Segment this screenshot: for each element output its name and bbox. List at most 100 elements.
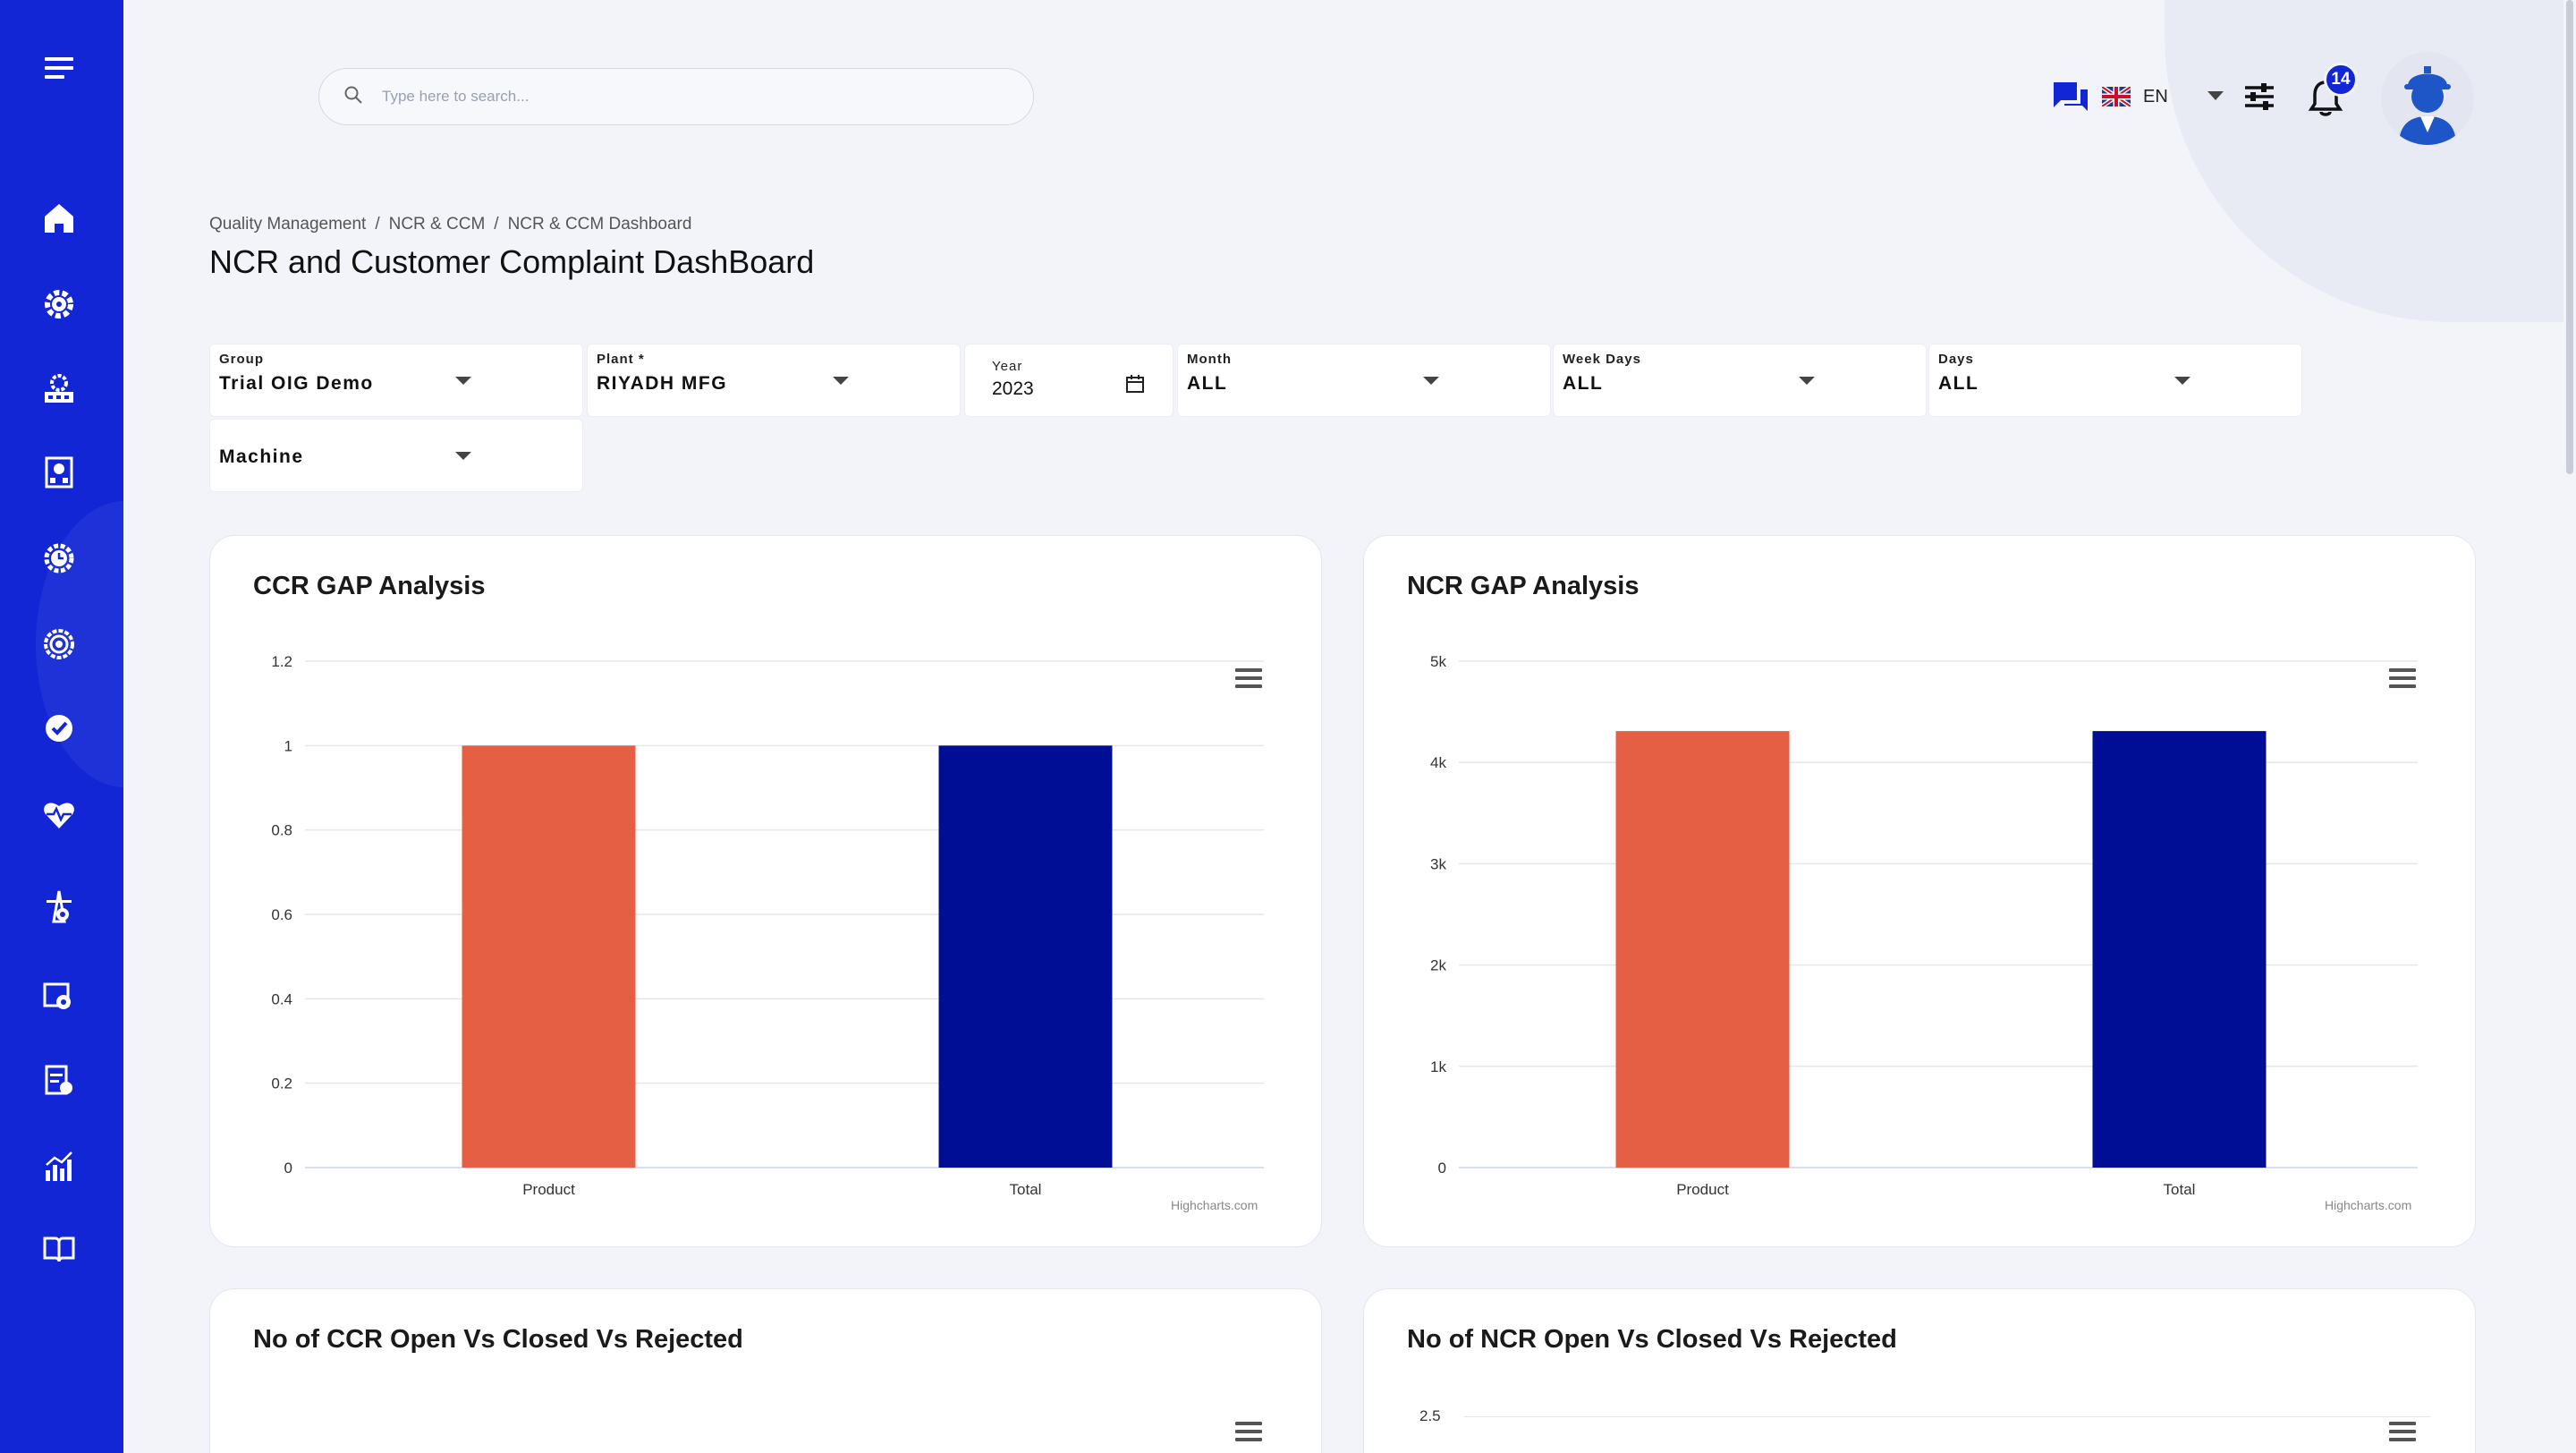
report-icon[interactable] <box>30 1052 88 1109</box>
clock-gear-icon[interactable] <box>30 530 88 587</box>
chevron-down-icon <box>455 452 471 460</box>
check-badge-icon[interactable] <box>30 700 88 757</box>
chevron-down-icon <box>1799 377 1815 385</box>
week-days-label: Week Days <box>1563 352 1641 367</box>
target-icon[interactable] <box>30 616 88 673</box>
scrollbar-thumb[interactable] <box>2566 0 2573 474</box>
ncr-gap-analysis-card: NCR GAP Analysis 0 1k 2k 3k 4k 5k Product Total… <box>1363 535 2476 1247</box>
x-tick-label: Total <box>2164 1181 2196 1198</box>
search-bar[interactable] <box>318 68 1034 125</box>
chart-credit[interactable]: Highcharts.com <box>1171 1198 1258 1212</box>
language-code: EN <box>2143 86 2168 106</box>
calendar-icon[interactable] <box>1124 373 1146 399</box>
bar-total <box>938 745 1113 1168</box>
year-value: 2023 <box>992 378 1034 399</box>
factory-gear-icon[interactable] <box>30 360 88 417</box>
breadcrumb-separator: / <box>494 215 499 234</box>
analytics-icon[interactable] <box>30 1138 88 1195</box>
ncr-status-card: No of NCR Open Vs Closed Vs Rejected 2.5 <box>1363 1288 2476 1453</box>
chevron-down-icon <box>455 377 471 385</box>
search-input[interactable] <box>382 88 990 106</box>
page-title: NCR and Customer Complaint DashBoard <box>209 243 815 280</box>
y-tick-label: 3k <box>1430 855 1446 872</box>
ccr-gap-chart: 0 0.2 0.4 0.6 0.8 1 1.2 Product Total <box>271 653 1264 1198</box>
ncr-gap-chart: 0 1k 2k 3k 4k 5k Product Total <box>1430 653 2418 1198</box>
settings-gear-icon[interactable] <box>30 276 88 333</box>
plant-value: RIYADH MFG <box>597 373 728 394</box>
tower-gear-icon[interactable] <box>30 879 88 936</box>
search-icon <box>343 84 364 110</box>
breadcrumb: Quality Management / NCR & CCM / NCR & C… <box>209 215 691 234</box>
y-tick-label: 0.8 <box>271 822 292 839</box>
inspection-icon[interactable] <box>30 968 88 1025</box>
y-tick-label: 2.5 <box>1419 1407 1441 1424</box>
chevron-down-icon <box>1423 377 1439 385</box>
x-tick-label: Product <box>1676 1181 1729 1198</box>
y-tick-label: 0.4 <box>271 990 292 1007</box>
days-select[interactable]: Days ALL <box>1928 344 2302 417</box>
menu-icon[interactable] <box>30 39 88 97</box>
notification-count-badge: 14 <box>2324 63 2358 97</box>
bar-product <box>462 745 636 1168</box>
chart-title: No of CCR Open Vs Closed Vs Rejected <box>253 1325 743 1354</box>
chart-title: CCR GAP Analysis <box>253 572 486 600</box>
breadcrumb-separator: / <box>375 215 380 234</box>
ccr-status-card: No of CCR Open Vs Closed Vs Rejected <box>209 1288 1322 1453</box>
month-select[interactable]: Month ALL <box>1177 344 1551 417</box>
chevron-down-icon <box>2207 89 2224 105</box>
chart-credit[interactable]: Highcharts.com <box>2325 1198 2412 1212</box>
y-tick-label: 0.6 <box>271 906 292 923</box>
breadcrumb-item-ncr-ccm[interactable]: NCR & CCM <box>388 215 486 234</box>
header-decoration <box>2165 0 2576 322</box>
week-days-value: ALL <box>1563 373 1604 394</box>
y-tick-label: 0 <box>1438 1160 1446 1177</box>
chat-icon[interactable] <box>2052 79 2089 115</box>
chart-menu-icon[interactable] <box>2389 1422 2416 1443</box>
chart-menu-icon[interactable] <box>1235 1422 1262 1443</box>
chevron-down-icon <box>2174 377 2190 385</box>
bar-total <box>2092 731 2267 1168</box>
chart-title: No of NCR Open Vs Closed Vs Rejected <box>1407 1325 1897 1354</box>
y-tick-label: 2k <box>1430 957 1446 974</box>
month-value: ALL <box>1187 373 1228 394</box>
x-tick-label: Product <box>522 1181 575 1198</box>
days-value: ALL <box>1938 373 1979 394</box>
days-label: Days <box>1938 352 1974 367</box>
building-gear-icon[interactable] <box>30 444 88 501</box>
group-value: Trial OIG Demo <box>219 373 374 394</box>
chevron-down-icon <box>833 377 849 385</box>
chart-menu-icon[interactable] <box>1235 668 1262 690</box>
grid-line <box>1464 1416 2430 1417</box>
y-tick-label: 1.2 <box>271 653 292 670</box>
language-selector[interactable]: EN <box>2100 82 2224 111</box>
chart-menu-icon[interactable] <box>2389 668 2416 690</box>
y-tick-label: 4k <box>1430 754 1446 771</box>
heartbeat-icon[interactable] <box>30 786 88 843</box>
chart-title: NCR GAP Analysis <box>1407 572 1640 600</box>
breadcrumb-item-dashboard: NCR & CCM Dashboard <box>507 215 692 234</box>
month-label: Month <box>1187 352 1232 367</box>
uk-flag-icon <box>2100 84 2132 109</box>
page-scrollbar[interactable] <box>2563 0 2576 1453</box>
bar-product <box>1615 731 1790 1168</box>
machine-select[interactable]: Machine <box>209 419 583 492</box>
plant-label: Plant * <box>597 352 645 367</box>
settings-sliders-icon[interactable] <box>2241 79 2277 115</box>
group-label: Group <box>219 352 264 367</box>
y-tick-label: 1 <box>284 737 292 754</box>
week-days-select[interactable]: Week Days ALL <box>1553 344 1927 417</box>
y-tick-label: 5k <box>1430 653 1446 670</box>
y-tick-label: 0 <box>284 1160 292 1177</box>
book-icon[interactable] <box>30 1220 88 1278</box>
year-picker[interactable]: Year 2023 <box>964 344 1174 417</box>
sidebar <box>0 0 215 1453</box>
group-select[interactable]: Group Trial OIG Demo <box>209 344 583 417</box>
ccr-gap-analysis-card: CCR GAP Analysis 0 0.2 0.4 0.6 0.8 1 1.2 Produc… <box>209 535 1322 1247</box>
y-tick-label: 0.2 <box>271 1075 292 1092</box>
breadcrumb-item-quality-management[interactable]: Quality Management <box>209 215 367 234</box>
machine-value: Machine <box>219 446 304 467</box>
plant-select[interactable]: Plant * RIYADH MFG <box>587 344 961 417</box>
home-icon[interactable] <box>30 190 88 247</box>
avatar[interactable] <box>2381 52 2474 145</box>
y-tick-label: 1k <box>1430 1058 1446 1075</box>
